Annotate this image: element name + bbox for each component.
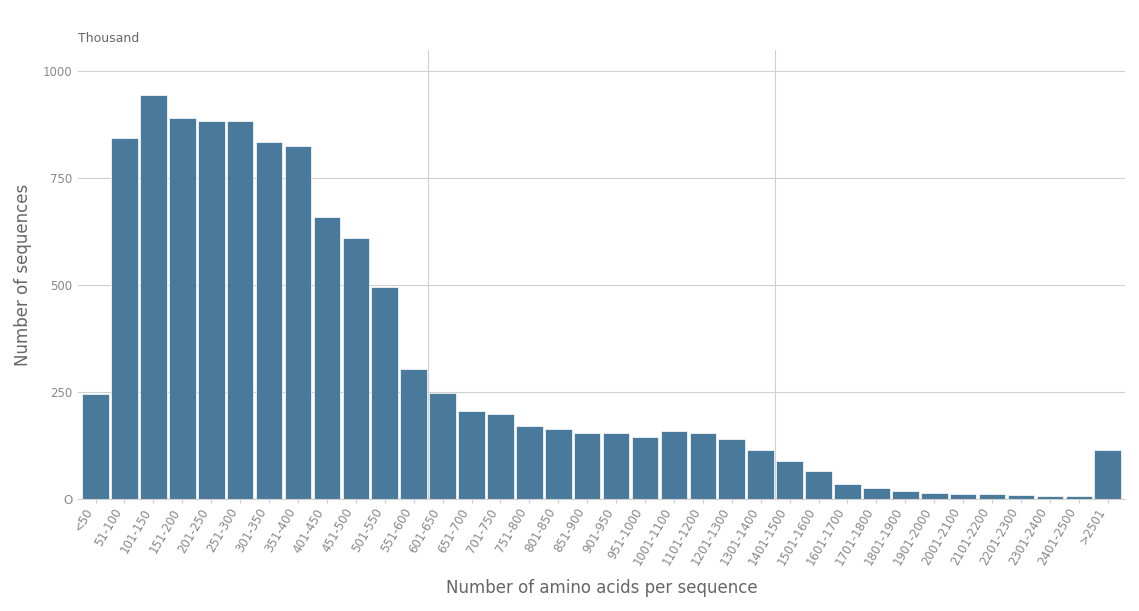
Bar xyxy=(689,433,716,499)
Bar xyxy=(313,217,341,499)
Bar xyxy=(1036,496,1063,499)
Bar xyxy=(227,120,254,499)
Bar xyxy=(1008,495,1034,499)
Bar xyxy=(285,146,311,499)
Bar xyxy=(429,393,456,499)
Bar xyxy=(777,461,803,499)
Bar xyxy=(458,411,485,499)
Bar xyxy=(892,491,919,499)
Bar xyxy=(950,494,976,499)
Bar xyxy=(632,437,658,499)
Bar xyxy=(112,137,138,499)
Bar xyxy=(805,471,831,499)
Bar xyxy=(1095,450,1121,499)
Bar xyxy=(343,238,369,499)
Bar xyxy=(82,394,109,499)
Text: Thousand: Thousand xyxy=(79,32,139,45)
Bar xyxy=(921,492,948,499)
Bar xyxy=(574,433,600,499)
Bar xyxy=(863,488,890,499)
Bar xyxy=(400,368,427,499)
Bar xyxy=(834,484,861,499)
Bar xyxy=(661,431,687,499)
Bar xyxy=(719,439,745,499)
Bar xyxy=(603,433,630,499)
Bar xyxy=(198,120,224,499)
Bar xyxy=(487,414,514,499)
Bar xyxy=(371,287,398,499)
Bar xyxy=(978,494,1006,499)
Bar xyxy=(516,426,542,499)
Bar xyxy=(747,450,775,499)
Bar xyxy=(140,95,166,499)
Bar xyxy=(256,142,282,499)
Bar xyxy=(169,119,196,499)
Bar xyxy=(544,428,572,499)
Bar xyxy=(1065,496,1092,499)
Y-axis label: Number of sequences: Number of sequences xyxy=(14,183,32,365)
X-axis label: Number of amino acids per sequence: Number of amino acids per sequence xyxy=(445,579,757,597)
